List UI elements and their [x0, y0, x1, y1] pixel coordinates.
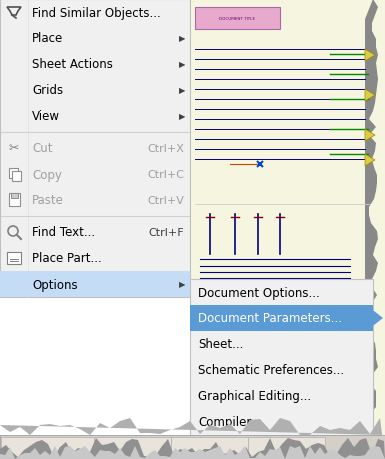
Bar — [0, 0, 190, 297]
Bar — [94, 437, 171, 457]
Text: Schematic Preferences...: Schematic Preferences... — [198, 364, 344, 377]
Polygon shape — [190, 0, 385, 459]
Text: ▶: ▶ — [179, 86, 185, 95]
Bar — [9, 168, 18, 179]
Polygon shape — [365, 90, 375, 102]
Polygon shape — [0, 438, 385, 459]
Bar — [0, 271, 190, 297]
Text: ▶: ▶ — [179, 34, 185, 44]
Text: Find Text...: Find Text... — [32, 226, 95, 239]
Text: Ctrl+X: Ctrl+X — [147, 144, 184, 154]
Bar — [190, 280, 373, 459]
Bar — [0, 435, 385, 459]
Text: Compiler...: Compiler... — [198, 415, 261, 429]
Text: DOCUMENT TITLE: DOCUMENT TITLE — [219, 17, 255, 21]
Bar — [12, 172, 21, 182]
Text: Find Similar Objects...: Find Similar Objects... — [32, 6, 161, 19]
Polygon shape — [365, 130, 375, 142]
Text: Paste: Paste — [32, 194, 64, 207]
Bar — [1, 437, 94, 457]
Bar — [190, 305, 373, 331]
Polygon shape — [365, 50, 375, 62]
Text: ▶: ▶ — [179, 280, 185, 289]
Text: Place Part...: Place Part... — [32, 252, 102, 265]
Text: Sheet Actions: Sheet Actions — [32, 58, 113, 71]
Polygon shape — [0, 446, 385, 459]
Bar — [7, 252, 21, 264]
Text: View: View — [32, 110, 60, 123]
Bar — [11, 194, 18, 199]
Text: Place: Place — [32, 33, 63, 45]
Text: Cut: Cut — [32, 142, 52, 155]
Text: ✂: ✂ — [9, 142, 19, 155]
Text: Options: Options — [32, 278, 78, 291]
Polygon shape — [373, 311, 383, 326]
Text: Document Parameters...: Document Parameters... — [198, 312, 342, 325]
Text: Ctrl+F: Ctrl+F — [148, 228, 184, 237]
Text: Graphical Editing...: Graphical Editing... — [198, 390, 311, 403]
Bar — [190, 0, 385, 459]
Text: ▶: ▶ — [179, 61, 185, 69]
Polygon shape — [365, 0, 385, 459]
Bar — [171, 437, 248, 457]
Text: Sheet...: Sheet... — [198, 338, 243, 351]
Text: Copy: Copy — [32, 168, 62, 181]
Bar — [248, 437, 325, 457]
Text: Ctrl+V: Ctrl+V — [147, 196, 184, 206]
Polygon shape — [365, 155, 375, 167]
Bar — [195, 8, 280, 30]
Text: ▶: ▶ — [179, 112, 185, 121]
Text: Ctrl+C: Ctrl+C — [147, 170, 184, 179]
Bar — [9, 194, 20, 207]
Polygon shape — [0, 418, 385, 459]
Text: Document Options...: Document Options... — [198, 286, 320, 299]
Text: Grid...: Grid... — [198, 442, 234, 454]
Text: Grids: Grids — [32, 84, 63, 97]
